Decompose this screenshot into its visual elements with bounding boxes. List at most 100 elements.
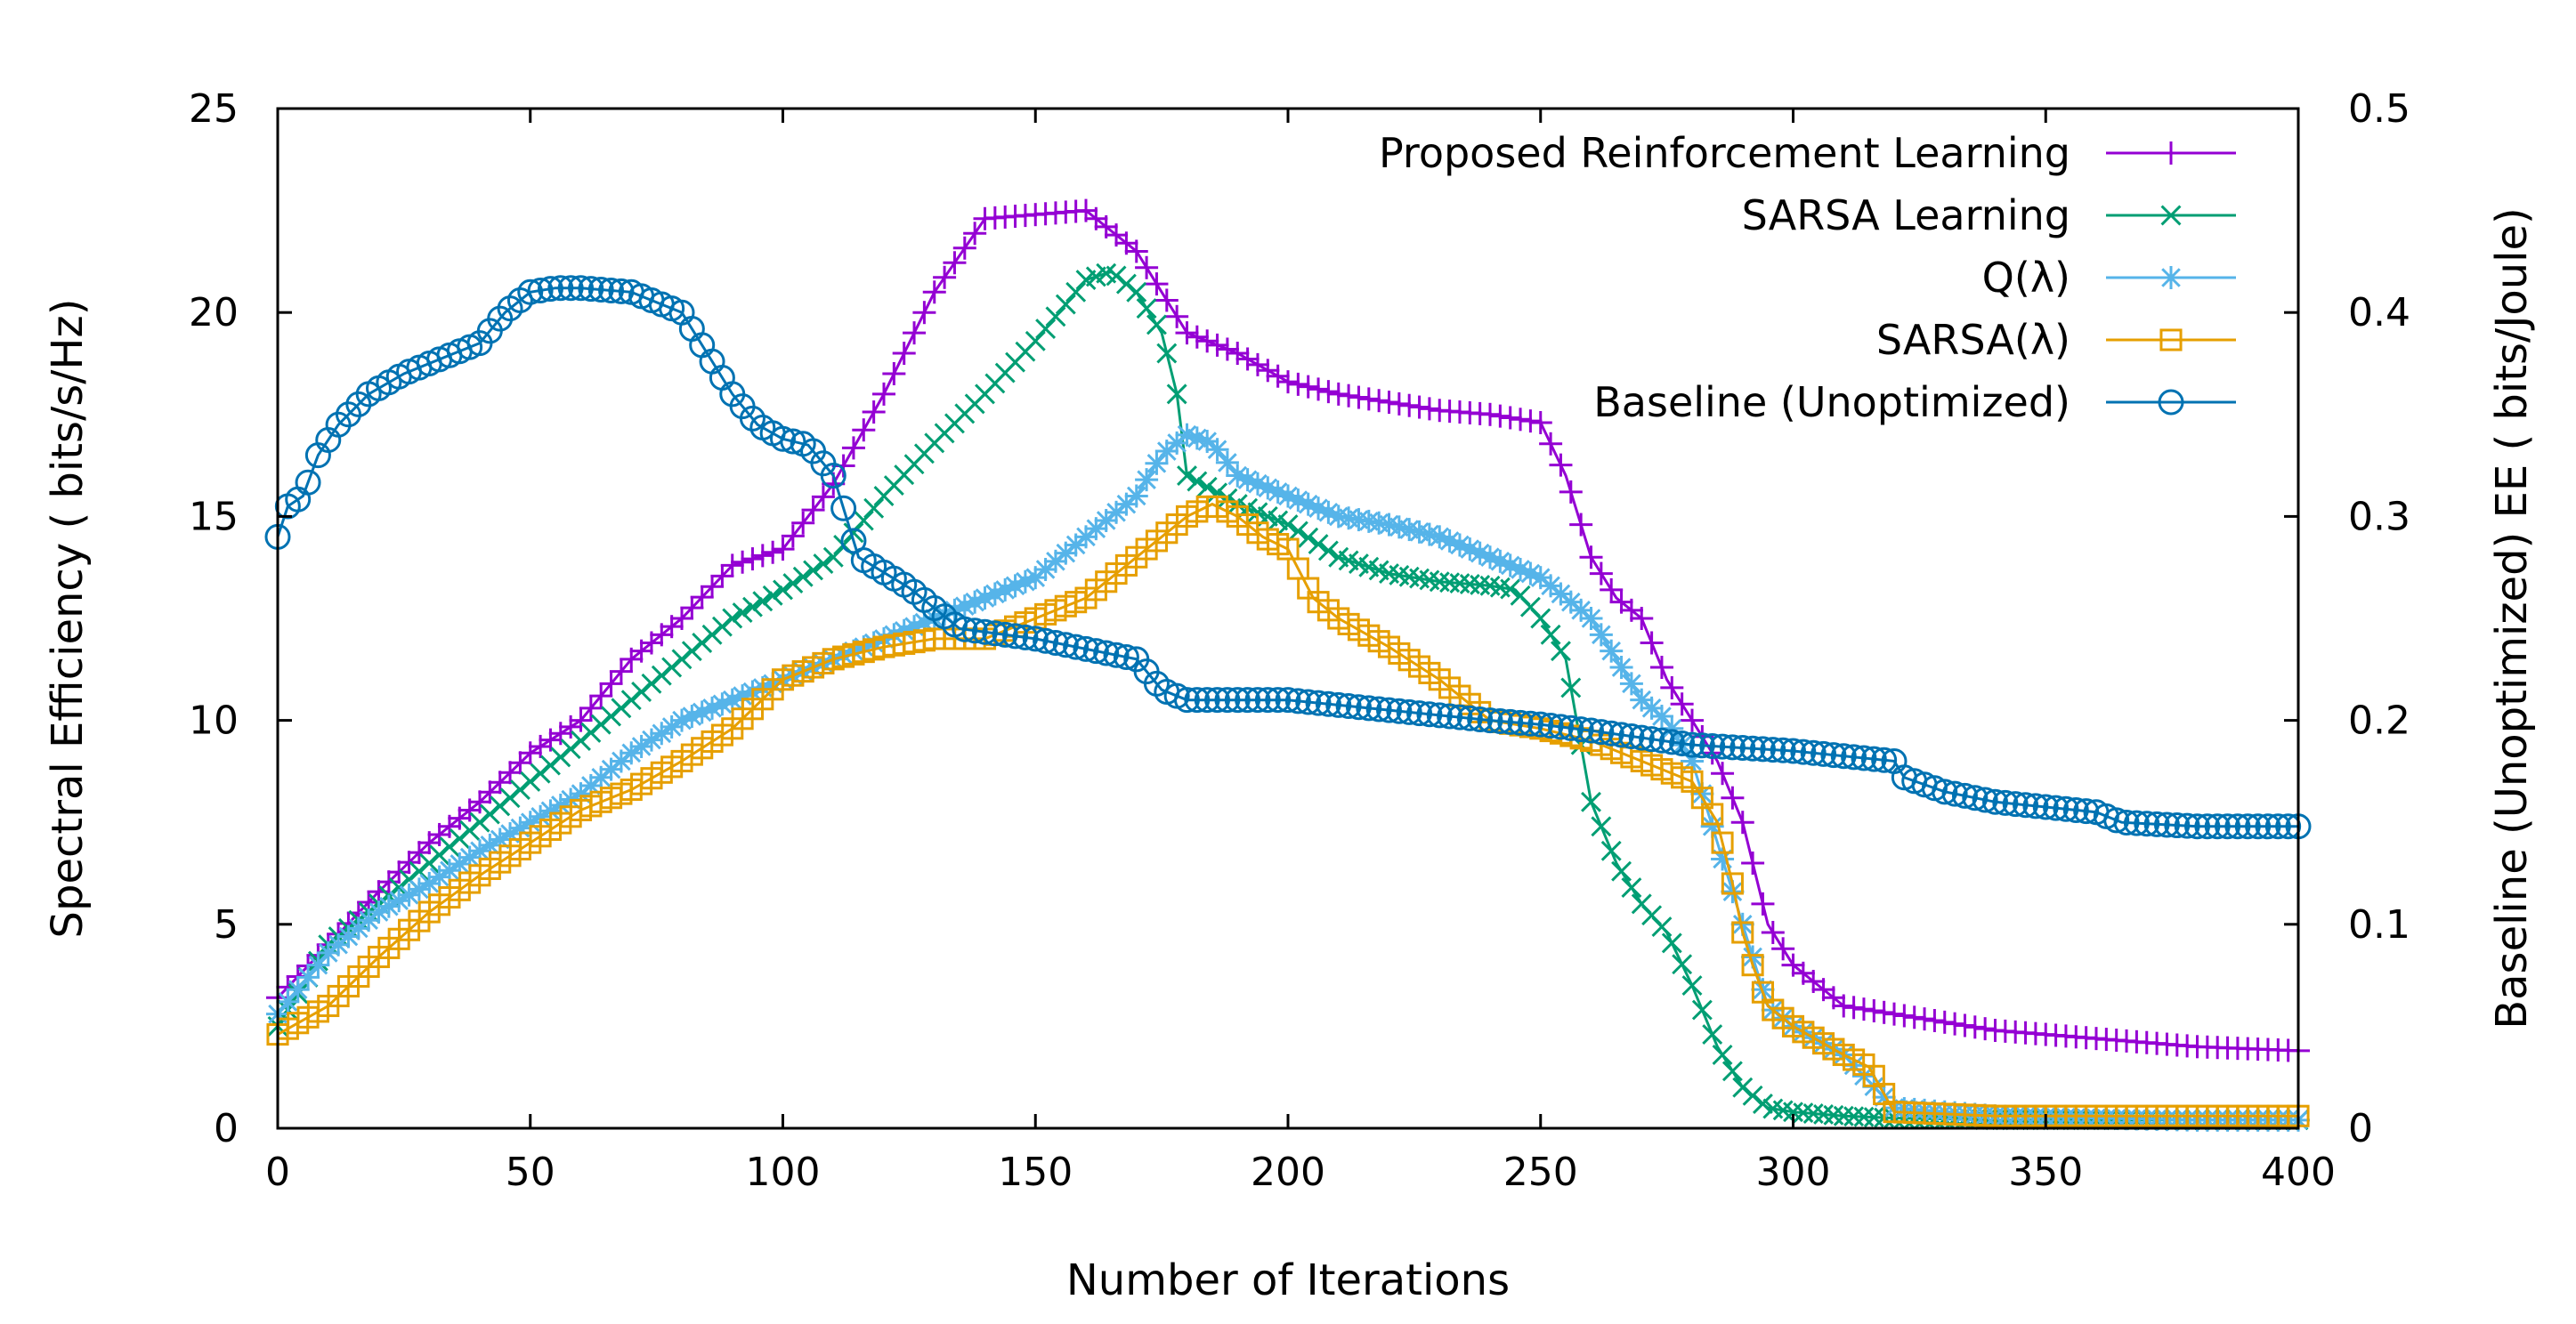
data-point (1702, 1024, 1723, 1045)
data-point (1591, 816, 1612, 837)
legend-item: Baseline (Unoptimized) (1593, 378, 2236, 426)
data-point (560, 739, 581, 760)
data-point (2113, 810, 2140, 836)
data-point (1447, 533, 1471, 557)
data-point (1035, 319, 1057, 339)
data-point (527, 277, 554, 303)
data-point (771, 537, 795, 561)
data-point (1315, 690, 1341, 717)
data-point (1175, 321, 1199, 345)
data-point (1581, 791, 1601, 812)
data-point (1519, 561, 1543, 585)
data-point (1600, 639, 1624, 663)
data-point (1082, 638, 1109, 665)
legend-swatch-marker (2158, 389, 2184, 416)
data-point (1266, 364, 1290, 388)
data-point (579, 696, 603, 720)
data-point (1446, 704, 1473, 731)
data-point (1458, 537, 1482, 561)
legend-label: SARSA(λ) (1876, 316, 2070, 364)
data-point (2032, 794, 2059, 820)
data-point (418, 852, 440, 874)
data-point (1165, 431, 1189, 455)
legend-item: Q(λ) (1982, 254, 2236, 302)
data-point (792, 566, 814, 587)
data-point (820, 463, 847, 489)
legend-swatch-marker (2159, 266, 2183, 289)
data-point (1073, 635, 1099, 662)
data-point (1871, 747, 1898, 773)
data-point (1305, 690, 1332, 716)
data-point (1084, 517, 1108, 541)
data-point (1367, 389, 1391, 413)
data-point (952, 236, 976, 260)
data-point (1761, 920, 1785, 944)
data-point (1941, 780, 1968, 807)
data-point (286, 978, 310, 1002)
legend-swatch-marker (2159, 141, 2183, 165)
legend-swatch-marker (2160, 205, 2182, 226)
data-point (1669, 730, 1696, 756)
data-point (680, 705, 704, 729)
data-point (1226, 342, 1250, 366)
data-point (1670, 692, 1694, 716)
legend-label: Q(λ) (1982, 254, 2070, 302)
data-point (1376, 697, 1402, 723)
y-tick-label: 10 (189, 698, 239, 744)
data-point (1365, 696, 1392, 723)
data-point (1296, 375, 1320, 399)
x-tick-label: 100 (746, 1150, 821, 1195)
data-point (1649, 705, 1673, 729)
data-point (963, 222, 987, 246)
data-point (459, 819, 481, 841)
data-point (569, 708, 593, 732)
series-4 (264, 275, 2312, 840)
data-point (1578, 717, 1604, 744)
data-point (539, 755, 561, 776)
data-point (2215, 813, 2241, 840)
data-point (862, 400, 886, 424)
data-point (1630, 688, 1654, 712)
data-point (1245, 352, 1269, 376)
data-point (701, 696, 725, 720)
data-point (1113, 644, 1139, 671)
data-point (1923, 1008, 1947, 1032)
data-point (1156, 343, 1178, 364)
data-point (1530, 608, 1551, 629)
data-point (1205, 438, 1229, 462)
data-point (1196, 476, 1218, 497)
data-point (517, 279, 544, 305)
data-point (2275, 813, 2302, 840)
data-point (1124, 484, 1148, 508)
data-point (1992, 789, 2019, 816)
data-point (892, 342, 916, 366)
data-point (1124, 239, 1148, 263)
data-point (529, 734, 553, 758)
data-point (1621, 877, 1642, 899)
data-point (1550, 641, 1571, 662)
data-point (2062, 796, 2089, 823)
data-point (882, 361, 906, 385)
data-point (1567, 716, 1594, 743)
data-point (741, 596, 763, 618)
data-point (1701, 803, 1724, 826)
y2-tick-label: 0.3 (2348, 494, 2410, 539)
data-point (1093, 640, 1120, 666)
data-point (1658, 729, 1685, 755)
data-point (557, 275, 584, 302)
data-point (537, 276, 563, 303)
data-point (1953, 1013, 1977, 1037)
data-point (791, 511, 815, 535)
data-point (599, 757, 623, 781)
data-point (1519, 409, 1543, 433)
series-markers (264, 275, 2312, 840)
data-point (1298, 527, 1319, 548)
data-point (1194, 687, 1220, 714)
data-point (1295, 689, 1322, 715)
data-point (822, 546, 844, 568)
x-tick-label: 400 (2261, 1150, 2336, 1195)
data-point (1002, 623, 1029, 650)
data-point (1438, 529, 1462, 553)
x-tick-label: 250 (1503, 1150, 1578, 1195)
data-point (2143, 811, 2170, 837)
